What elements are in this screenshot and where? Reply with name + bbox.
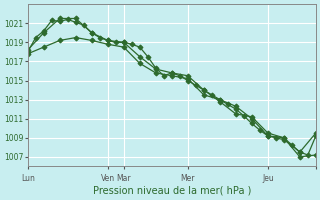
- X-axis label: Pression niveau de la mer( hPa ): Pression niveau de la mer( hPa ): [92, 186, 251, 196]
